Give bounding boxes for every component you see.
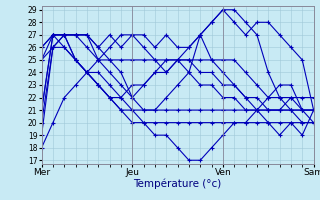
X-axis label: Température (°c): Température (°c)	[133, 179, 222, 189]
